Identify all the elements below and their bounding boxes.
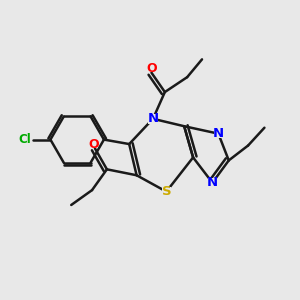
Bar xyxy=(89,140,98,148)
Bar xyxy=(148,114,158,124)
Text: S: S xyxy=(161,185,171,198)
Bar xyxy=(147,64,156,72)
Text: N: N xyxy=(213,127,224,140)
Text: O: O xyxy=(88,138,99,151)
Text: N: N xyxy=(207,176,218,189)
Text: N: N xyxy=(147,112,158,125)
Text: O: O xyxy=(146,62,157,75)
Text: Cl: Cl xyxy=(18,133,31,146)
Bar xyxy=(162,187,171,196)
Bar xyxy=(208,178,217,188)
Bar xyxy=(16,134,32,145)
Bar xyxy=(214,129,223,138)
